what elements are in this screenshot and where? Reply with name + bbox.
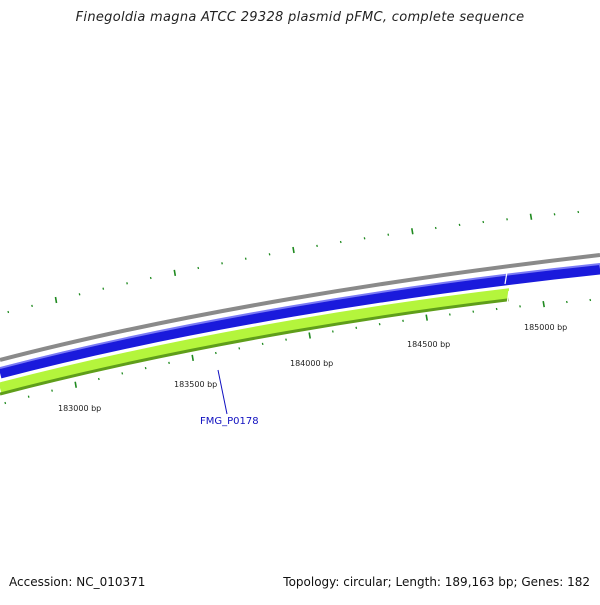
inner-minor-tick xyxy=(378,323,381,326)
inner-minor-tick xyxy=(331,330,334,333)
inner-minor-tick xyxy=(97,377,100,381)
gene-label-FMG_P0178[interactable]: FMG_P0178 xyxy=(200,416,259,427)
scale-label-184000: 184000 bp xyxy=(290,359,333,368)
inner-minor-tick xyxy=(495,307,498,311)
outer-minor-tick xyxy=(339,240,342,244)
inner-minor-tick xyxy=(402,319,404,322)
outer-major-tick xyxy=(173,269,177,277)
inner-minor-tick xyxy=(355,326,358,329)
scale-label-183000: 183000 bp xyxy=(58,404,101,413)
inner-major-tick xyxy=(191,354,194,362)
inner-major-tick xyxy=(542,300,545,308)
outer-minor-tick xyxy=(78,293,81,296)
outer-minor-tick xyxy=(221,262,223,265)
reverse-strand-gene-FMG_P0178[interactable] xyxy=(0,284,600,394)
inner-minor-tick xyxy=(214,351,217,355)
outer-tick-ring xyxy=(7,210,580,314)
inner-minor-tick xyxy=(27,395,30,398)
inner-major-tick xyxy=(425,314,428,321)
outer-minor-tick xyxy=(553,213,556,216)
outer-major-tick xyxy=(529,213,533,220)
inner-minor-tick xyxy=(472,310,475,313)
inner-minor-tick xyxy=(4,401,7,405)
gene-boundary xyxy=(504,271,508,285)
outer-minor-tick xyxy=(577,210,580,214)
sequence-summary: Topology: circular; Length: 189,163 bp; … xyxy=(283,575,590,589)
map-title: Finegoldia magna ATCC 29328 plasmid pFMC… xyxy=(75,10,525,25)
inner-tick-ring xyxy=(4,298,592,405)
scale-label-184500: 184500 bp xyxy=(407,340,450,349)
scale-label-183500: 183500 bp xyxy=(174,380,217,389)
gene-label-leader-line xyxy=(217,369,228,415)
inner-minor-tick xyxy=(565,300,568,304)
outer-major-tick xyxy=(411,228,414,235)
inner-minor-tick xyxy=(448,313,451,316)
inner-minor-tick xyxy=(285,338,287,341)
inner-minor-tick xyxy=(238,347,241,350)
outer-minor-tick xyxy=(482,220,485,224)
outer-major-tick xyxy=(292,246,295,254)
forward-strand-highlight xyxy=(0,263,600,369)
inner-minor-tick xyxy=(51,389,53,392)
outer-minor-tick xyxy=(387,233,390,236)
outer-minor-tick xyxy=(102,287,105,290)
outer-minor-tick xyxy=(244,257,247,260)
inner-minor-tick xyxy=(261,342,264,346)
inner-minor-tick xyxy=(589,298,592,302)
outer-minor-tick xyxy=(434,226,437,230)
inner-major-tick xyxy=(74,381,77,388)
inner-minor-tick xyxy=(144,366,147,370)
outer-minor-tick xyxy=(31,304,33,308)
outer-major-tick xyxy=(54,296,58,304)
inner-major-tick xyxy=(308,332,311,339)
forward-strand-track xyxy=(0,263,600,379)
inner-minor-tick xyxy=(121,372,124,375)
reverse-strand-edge xyxy=(0,298,509,396)
outer-minor-tick xyxy=(7,310,10,314)
outer-minor-tick xyxy=(197,266,200,270)
outer-minor-tick xyxy=(149,276,152,280)
inner-minor-tick xyxy=(519,305,521,308)
outer-minor-tick xyxy=(316,244,318,248)
inner-minor-tick xyxy=(168,361,170,365)
outer-minor-tick xyxy=(458,223,461,227)
accession-text: Accession: NC_010371 xyxy=(9,575,146,589)
outer-minor-tick xyxy=(126,282,128,285)
backbone-track xyxy=(0,253,600,362)
scale-label-185000: 185000 bp xyxy=(524,323,567,332)
outer-minor-tick xyxy=(268,253,271,256)
outer-minor-tick xyxy=(506,218,508,221)
outer-minor-tick xyxy=(363,237,366,240)
gene-end-cap xyxy=(506,290,510,307)
